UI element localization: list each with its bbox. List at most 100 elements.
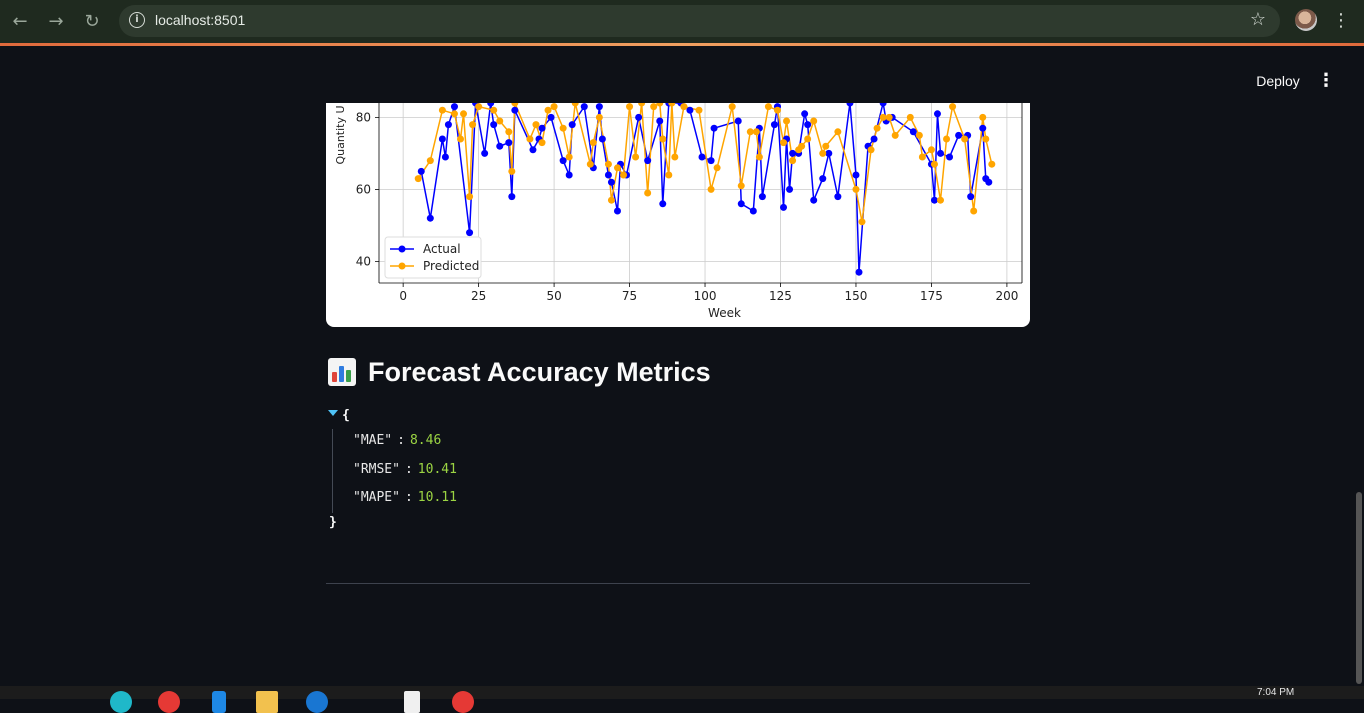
data-point-actual	[825, 149, 833, 157]
json-value: 10.11	[417, 490, 457, 505]
json-row-mae: "MAE":8.46	[353, 433, 442, 448]
app-menu-icon[interactable]: ⋮	[1317, 70, 1335, 91]
legend-box	[384, 236, 482, 279]
data-point-actual	[967, 193, 975, 201]
data-point-predicted	[466, 193, 474, 201]
json-open-brace: {	[342, 408, 350, 423]
data-point-actual	[698, 153, 706, 161]
data-point-predicted	[858, 218, 866, 226]
data-point-actual	[417, 167, 425, 175]
data-point-actual	[734, 117, 742, 125]
url-text[interactable]: localhost:8501	[155, 12, 246, 28]
data-point-predicted	[819, 149, 827, 157]
x-tick-label: 0	[399, 289, 407, 303]
data-point-actual	[758, 193, 766, 201]
data-point-predicted	[746, 128, 754, 136]
data-point-predicted	[970, 207, 978, 215]
data-point-actual	[804, 121, 812, 129]
taskbar-app-icon[interactable]	[306, 691, 328, 713]
taskbar-app-icon[interactable]	[212, 691, 226, 713]
profile-avatar[interactable]	[1295, 9, 1317, 31]
data-point-actual	[879, 103, 887, 107]
scrollbar-thumb[interactable]	[1356, 492, 1362, 684]
json-key: "MAE"	[353, 433, 393, 448]
forward-arrow-icon[interactable]: →	[48, 11, 64, 32]
data-point-actual	[529, 146, 537, 154]
taskbar-app-icon[interactable]	[158, 691, 180, 713]
taskbar-app-icon[interactable]	[110, 691, 132, 713]
data-point-predicted	[638, 103, 646, 107]
data-point-actual	[810, 196, 818, 204]
address-bar[interactable]: i localhost:8501 ☆	[119, 5, 1280, 37]
data-point-actual	[656, 117, 664, 125]
data-point-actual	[511, 106, 519, 114]
data-point-predicted	[505, 128, 513, 136]
star-icon[interactable]: ☆	[1249, 9, 1266, 30]
data-point-predicted	[656, 103, 664, 107]
chart-canvas: 0 25 50 75 100 125 150 175 200 40 60 80 Week Quantity…	[334, 103, 1023, 320]
data-point-predicted	[949, 103, 957, 111]
browser-toolbar: ← → ↻ i localhost:8501 ☆ ⋮	[0, 0, 1364, 44]
data-point-predicted	[550, 103, 558, 111]
x-tick-label: 175	[920, 289, 943, 303]
data-point-predicted	[508, 167, 516, 175]
x-tick-label: 200	[995, 289, 1018, 303]
info-icon[interactable]: i	[129, 12, 145, 28]
deploy-button[interactable]: Deploy	[1256, 73, 1300, 89]
data-point-actual	[607, 178, 615, 186]
data-point-predicted	[891, 131, 899, 139]
taskbar-clock: 7:04 PM	[1257, 687, 1295, 698]
data-point-predicted	[988, 160, 996, 168]
data-point-actual	[979, 124, 987, 132]
data-point-actual	[598, 135, 606, 143]
data-point-predicted	[607, 196, 615, 204]
data-point-actual	[538, 124, 546, 132]
data-point-actual	[909, 128, 917, 136]
data-point-predicted	[695, 106, 703, 114]
data-point-predicted	[604, 160, 612, 168]
reload-icon[interactable]: ↻	[84, 11, 100, 32]
data-point-actual	[568, 121, 576, 129]
back-arrow-icon[interactable]: ←	[12, 11, 28, 32]
kebab-menu-icon[interactable]: ⋮	[1332, 10, 1350, 31]
data-point-predicted	[927, 146, 935, 154]
legend-label: Predicted	[423, 259, 479, 273]
data-point-actual	[933, 110, 941, 118]
json-key: "RMSE"	[353, 462, 400, 477]
os-taskbar	[0, 686, 1364, 713]
x-axis-label: Week	[708, 306, 741, 320]
page-loading-indicator	[0, 43, 1364, 46]
data-point-actual	[604, 171, 612, 179]
data-point-actual	[737, 200, 745, 208]
json-value: 8.46	[409, 433, 442, 448]
data-point-predicted	[644, 189, 652, 197]
data-point-predicted	[789, 157, 797, 165]
json-indent-guide	[332, 429, 333, 513]
data-point-predicted	[571, 103, 579, 107]
data-point-actual	[834, 193, 842, 201]
data-point-predicted	[586, 160, 594, 168]
data-point-actual	[444, 121, 452, 129]
data-point-actual	[508, 193, 516, 201]
data-point-predicted	[559, 124, 567, 132]
data-point-predicted	[565, 153, 573, 161]
taskbar-app-icon[interactable]	[404, 691, 420, 713]
data-point-predicted	[450, 110, 458, 118]
data-point-actual	[819, 175, 827, 183]
taskbar-app-icon[interactable]	[256, 691, 278, 713]
data-point-predicted	[613, 164, 621, 172]
data-point-actual	[855, 268, 863, 276]
data-point-predicted	[457, 135, 465, 143]
data-point-actual	[659, 200, 667, 208]
data-point-predicted	[822, 142, 830, 150]
data-point-predicted	[526, 135, 534, 143]
data-point-actual	[707, 157, 715, 165]
data-point-actual	[846, 103, 854, 107]
data-point-actual	[635, 113, 643, 121]
data-point-predicted	[426, 157, 434, 165]
x-tick-label: 75	[622, 289, 637, 303]
data-point-predicted	[475, 103, 483, 111]
collapse-caret-icon[interactable]	[328, 410, 338, 416]
taskbar-app-icon[interactable]	[452, 691, 474, 713]
data-point-predicted	[783, 117, 791, 125]
